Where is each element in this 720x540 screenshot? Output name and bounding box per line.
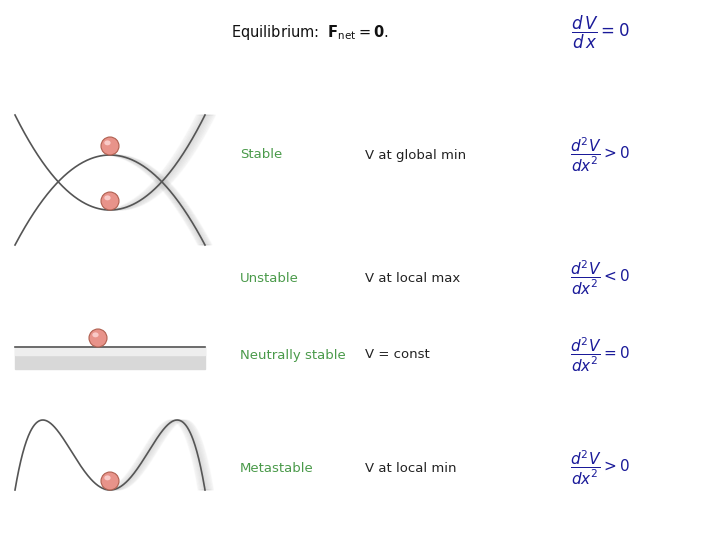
Polygon shape [109, 115, 214, 210]
Polygon shape [105, 155, 208, 245]
Polygon shape [108, 420, 211, 490]
Polygon shape [107, 115, 212, 210]
Polygon shape [103, 115, 208, 210]
Polygon shape [104, 115, 210, 210]
Polygon shape [15, 420, 205, 520]
Polygon shape [104, 155, 207, 245]
Text: V at global min: V at global min [365, 148, 466, 161]
Polygon shape [110, 420, 213, 490]
Text: $\dfrac{d\,V}{d\,x} = 0$: $\dfrac{d\,V}{d\,x} = 0$ [571, 14, 629, 51]
Polygon shape [109, 420, 212, 490]
Text: Stable: Stable [240, 148, 282, 161]
Polygon shape [104, 420, 207, 490]
Polygon shape [102, 115, 207, 210]
Polygon shape [15, 125, 205, 245]
Text: V at local min: V at local min [365, 462, 456, 475]
Polygon shape [106, 115, 211, 210]
Polygon shape [106, 155, 209, 245]
Polygon shape [109, 155, 212, 245]
Text: $\dfrac{d^2V}{dx^2} > 0$: $\dfrac{d^2V}{dx^2} > 0$ [570, 136, 630, 174]
Ellipse shape [101, 137, 119, 155]
Polygon shape [15, 347, 205, 355]
Polygon shape [110, 115, 215, 210]
Polygon shape [107, 155, 210, 245]
Ellipse shape [92, 333, 99, 338]
Text: $\dfrac{d^2V}{dx^2} > 0$: $\dfrac{d^2V}{dx^2} > 0$ [570, 449, 630, 487]
Ellipse shape [89, 329, 107, 347]
Text: Metastable: Metastable [240, 462, 314, 475]
Text: V = const: V = const [365, 348, 430, 361]
Ellipse shape [101, 192, 119, 210]
Polygon shape [107, 420, 210, 490]
Polygon shape [103, 420, 206, 490]
Polygon shape [15, 347, 205, 369]
Text: $\dfrac{d^2V}{dx^2} = 0$: $\dfrac{d^2V}{dx^2} = 0$ [570, 336, 630, 374]
Text: $\dfrac{d^2V}{dx^2} < 0$: $\dfrac{d^2V}{dx^2} < 0$ [570, 259, 630, 297]
Polygon shape [103, 155, 206, 245]
Ellipse shape [101, 472, 119, 490]
Text: Neutrally stable: Neutrally stable [240, 348, 346, 361]
Text: Equilibrium:  $\mathbf{F}_{\mathsf{net}} = \mathbf{0}$.: Equilibrium: $\mathbf{F}_{\mathsf{net}} … [231, 23, 389, 42]
Polygon shape [108, 155, 211, 245]
Polygon shape [106, 420, 209, 490]
Text: V at local max: V at local max [365, 272, 460, 285]
Ellipse shape [104, 140, 111, 145]
Ellipse shape [104, 475, 111, 480]
Polygon shape [15, 115, 205, 260]
Text: Unstable: Unstable [240, 272, 299, 285]
Ellipse shape [104, 195, 111, 200]
